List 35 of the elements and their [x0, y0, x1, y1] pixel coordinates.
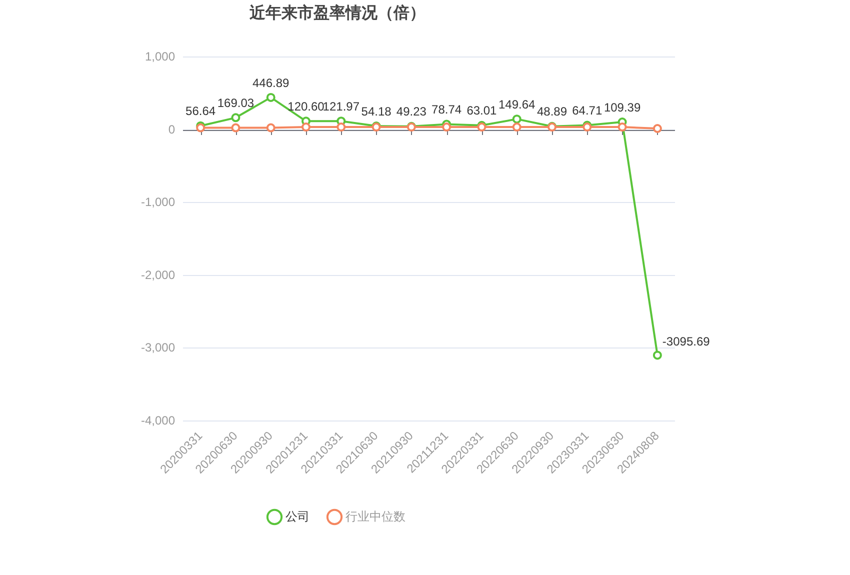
y-tick-label: -4,000 — [140, 413, 176, 428]
data-label: 63.01 — [466, 104, 498, 118]
data-label: 169.03 — [217, 96, 254, 110]
point — [302, 122, 310, 132]
y-tick-label: 1,000 — [144, 50, 176, 64]
point — [512, 114, 522, 124]
y-tick-label: -1,000 — [140, 195, 176, 210]
data-label: 78.74 — [432, 102, 462, 117]
data-label: 64.71 — [572, 104, 602, 118]
y-tick-label: 0 — [168, 122, 176, 136]
data-label: 109.39 — [604, 100, 641, 114]
point — [231, 123, 240, 132]
data-label: 56.64 — [186, 104, 216, 118]
legend-label: 公司 — [286, 509, 310, 524]
data-label: 121.97 — [322, 99, 360, 114]
data-label: 48.89 — [536, 104, 568, 119]
chart-title: 近年来市盈率情况（倍） — [248, 3, 426, 22]
point — [336, 122, 346, 132]
legend-label: 行业中位数 — [346, 509, 406, 524]
data-label: 446.89 — [252, 76, 290, 90]
point — [618, 122, 627, 132]
data-label: 49.23 — [396, 104, 427, 119]
point — [266, 123, 276, 132]
data-label: 54.18 — [361, 104, 392, 118]
point — [442, 122, 452, 132]
point — [231, 113, 240, 122]
y-tick-label: -3,000 — [140, 340, 176, 355]
data-label: 120.60 — [288, 100, 325, 114]
point — [652, 350, 662, 360]
y-tick-label: -2,000 — [140, 268, 176, 282]
point — [512, 122, 522, 132]
data-label: -3095.69 — [662, 334, 710, 349]
point — [266, 92, 276, 102]
data-label: 149.64 — [498, 97, 536, 112]
point — [652, 124, 662, 134]
